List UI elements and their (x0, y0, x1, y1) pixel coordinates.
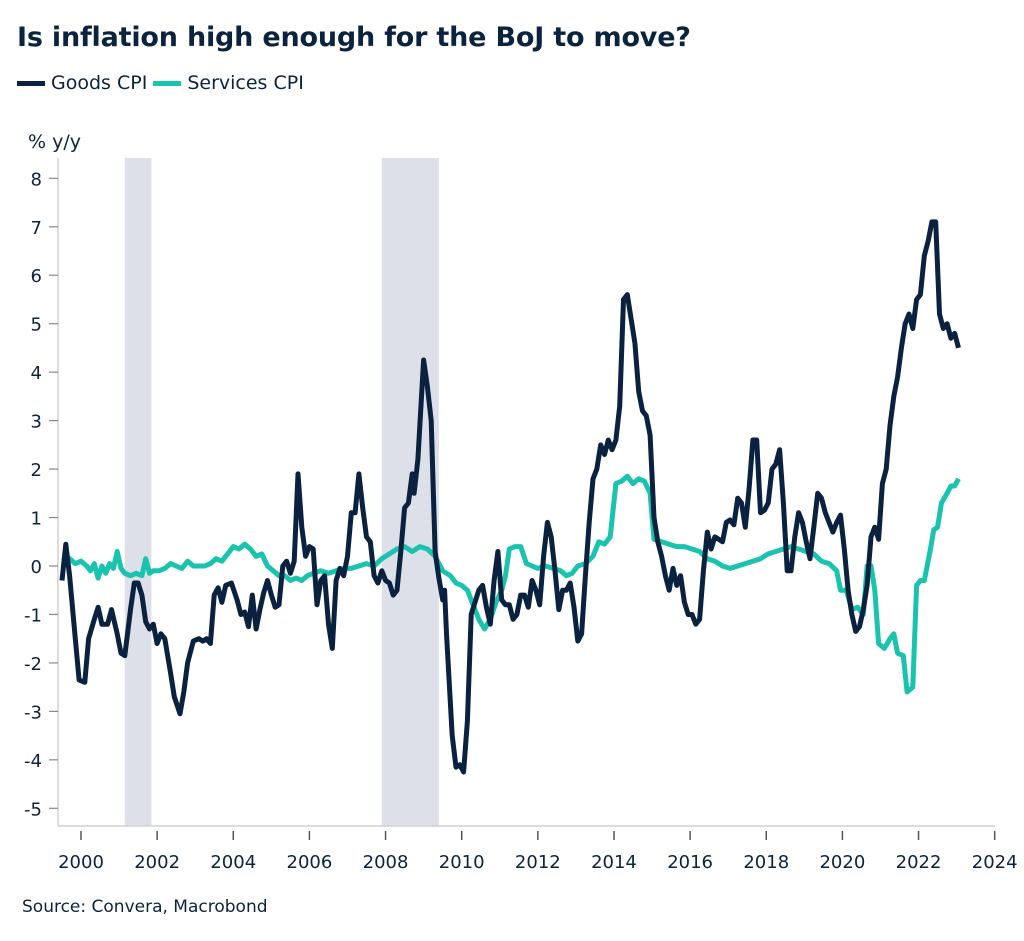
y-tick-label: -4 (24, 751, 42, 772)
y-axis-unit-label: % y/y (28, 131, 81, 153)
x-tick-label: 2018 (743, 852, 789, 873)
legend-label-services: Services CPI (187, 72, 304, 94)
series-line-services-cpi (61, 473, 961, 695)
y-tick-label: 8 (31, 169, 42, 190)
x-tick-label: 2014 (591, 852, 637, 873)
x-tick-label: 2004 (210, 852, 256, 873)
y-tick-label: 4 (31, 363, 42, 384)
series-lines (59, 219, 961, 775)
source-note: Source: Convera, Macrobond (22, 897, 268, 917)
x-tick-label: 2024 (972, 852, 1018, 873)
y-tick-label: -2 (24, 654, 42, 675)
legend-swatch-goods (17, 80, 45, 86)
recession-band-0 (124, 158, 152, 826)
y-tick-label: 6 (31, 266, 42, 287)
shaded-periods (124, 158, 439, 826)
y-tick-label: 5 (31, 315, 42, 336)
x-tick-label: 2000 (58, 852, 104, 873)
axes: 8 7 6 5 4 3 2 1 0 -1 -2 -3 -4 -5 2000 2002 2004 2006 2008 2… (24, 158, 1018, 873)
x-tick-label: 2012 (515, 852, 561, 873)
legend: Goods CPI Services CPI (17, 72, 310, 94)
y-tick-label: 0 (31, 557, 42, 578)
x-tick-label: 2016 (667, 852, 713, 873)
chart-title: Is inflation high enough for the BoJ to … (17, 22, 691, 53)
legend-label-goods: Goods CPI (51, 72, 148, 94)
x-tick-label: 2020 (819, 852, 865, 873)
y-tick-label: 3 (31, 412, 42, 433)
y-tick-label: -5 (24, 799, 42, 820)
y-tick-label: 2 (31, 460, 42, 481)
legend-item-goods: Goods CPI (17, 72, 147, 94)
legend-swatch-services (153, 80, 182, 86)
x-tick-label: 2008 (363, 852, 409, 873)
x-tick-label: 2002 (134, 852, 180, 873)
y-tick-label: -3 (24, 702, 42, 723)
x-tick-label: 2006 (287, 852, 333, 873)
x-tick-label: 2010 (439, 852, 485, 873)
y-tick-label: 7 (31, 218, 42, 239)
series-line-goods-cpi (59, 219, 961, 775)
x-tick-label: 2022 (896, 852, 942, 873)
y-tick-label: -1 (24, 605, 42, 626)
legend-item-services: Services CPI (153, 72, 304, 94)
y-tick-label: 1 (31, 509, 42, 530)
